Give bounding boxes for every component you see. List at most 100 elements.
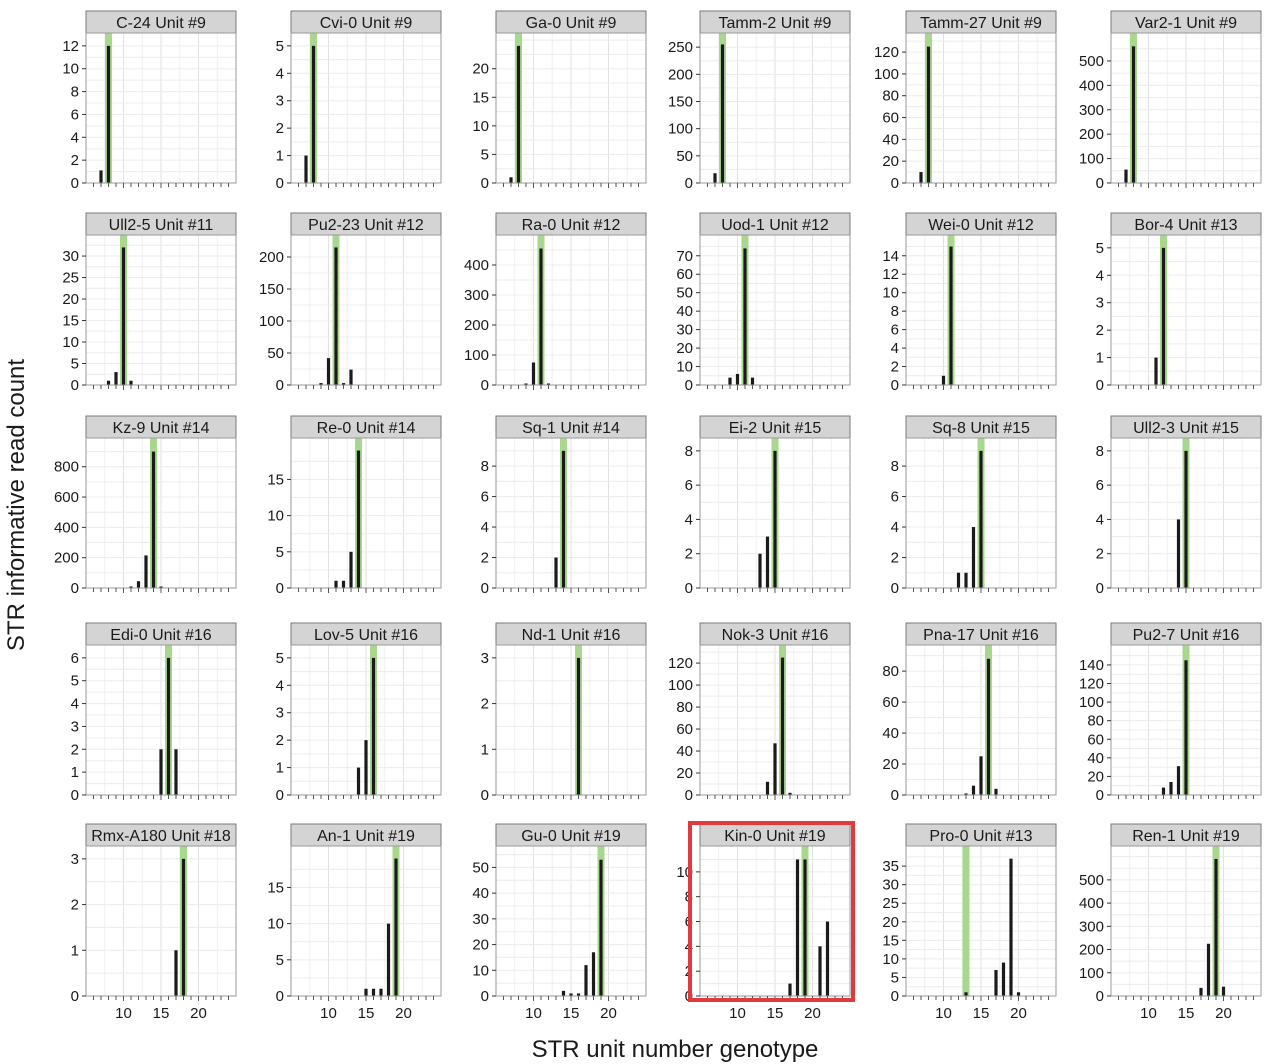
x-tick-label: 20 bbox=[1215, 1005, 1232, 1022]
facet-re-0-unit-14: Re-0 Unit #14 0 5 10 15 bbox=[267, 415, 442, 597]
y-tick-label: 4 bbox=[71, 129, 79, 146]
bar-x20 bbox=[1016, 992, 1021, 996]
y-tick-label: 40 bbox=[676, 303, 693, 320]
y-axis: 0 2 4 6 8 bbox=[891, 458, 906, 597]
y-axis: 0 100 200 300 400 500 bbox=[1079, 53, 1111, 192]
facet-ull2-3-unit-15: Ull2-3 Unit #15 0 2 4 6 8 bbox=[1096, 415, 1262, 597]
facet-title: Gu-0 Unit #19 bbox=[521, 828, 621, 845]
y-tick-label: 100 bbox=[259, 313, 284, 330]
bar-x20 bbox=[1221, 986, 1226, 996]
x-axis: 10 15 20 bbox=[503, 996, 639, 1022]
y-tick-label: 2 bbox=[276, 732, 284, 749]
y-tick-label: 30 bbox=[62, 248, 79, 265]
y-tick-label: 150 bbox=[668, 93, 693, 110]
y-axis: 0 50 100 150 200 250 bbox=[668, 39, 700, 192]
y-tick-label: 0 bbox=[276, 580, 284, 597]
facet-title: Pu2-7 Unit #16 bbox=[1133, 627, 1240, 644]
y-tick-label: 200 bbox=[464, 317, 489, 334]
bar-x10 bbox=[326, 358, 331, 385]
y-axis: 0 100 200 300 400 500 bbox=[1079, 872, 1111, 1005]
bar-x18 bbox=[386, 923, 391, 996]
y-tick-label: 300 bbox=[464, 287, 489, 304]
y-tick-label: 0 bbox=[481, 377, 489, 394]
y-tick-label: 100 bbox=[668, 121, 693, 138]
x-tick-label: 15 bbox=[563, 1005, 580, 1022]
y-axis: 0 5 10 15 20 bbox=[472, 61, 496, 192]
bars bbox=[941, 246, 953, 385]
y-tick-label: 120 bbox=[1079, 676, 1104, 693]
bars bbox=[524, 248, 551, 385]
facet-title: Pro-0 Unit #13 bbox=[929, 828, 1032, 845]
y-tick-label: 3 bbox=[276, 93, 284, 110]
gridlines bbox=[291, 235, 441, 385]
bar-x16 bbox=[371, 988, 376, 996]
bars bbox=[174, 858, 186, 996]
bar-x13 bbox=[758, 553, 762, 588]
y-tick-label: 5 bbox=[276, 952, 284, 969]
bar-x12 bbox=[546, 383, 551, 385]
y-tick-label: 40 bbox=[882, 725, 899, 742]
bar-x19 bbox=[803, 859, 807, 996]
bars bbox=[334, 450, 361, 588]
y-tick-label: 1 bbox=[276, 148, 284, 165]
x-axis bbox=[707, 795, 843, 800]
gridlines bbox=[86, 33, 236, 183]
y-tick-label: 0 bbox=[71, 988, 79, 1005]
bar-x13 bbox=[964, 793, 968, 795]
facet-title: Re-0 Unit #14 bbox=[317, 420, 416, 437]
bar-x15 bbox=[1184, 660, 1188, 795]
bar-x7 bbox=[919, 172, 923, 183]
x-axis bbox=[1118, 795, 1254, 800]
facet-title: Tamm-2 Unit #9 bbox=[719, 15, 832, 32]
facet-title: Nok-3 Unit #16 bbox=[722, 627, 829, 644]
x-axis: 10 15 20 bbox=[298, 996, 434, 1022]
facet-pna-17-unit-16: Pna-17 Unit #16 0 20 40 60 80 bbox=[882, 622, 1057, 804]
y-tick-label: 6 bbox=[481, 489, 489, 506]
y-axis: 0 100 200 300 400 bbox=[464, 257, 496, 394]
y-tick-label: 1 bbox=[481, 741, 489, 758]
y-tick-label: 8 bbox=[685, 443, 693, 460]
facet-title: Bor-4 Unit #13 bbox=[1134, 217, 1237, 234]
y-tick-label: 0 bbox=[71, 377, 79, 394]
bars bbox=[576, 657, 581, 795]
y-tick-label: 800 bbox=[54, 459, 79, 476]
x-axis bbox=[503, 795, 639, 800]
gridlines bbox=[496, 33, 646, 183]
y-tick-label: 140 bbox=[1079, 657, 1104, 674]
y-tick-label: 30 bbox=[882, 877, 899, 894]
bar-x15 bbox=[773, 743, 777, 795]
bar-x14 bbox=[765, 536, 770, 588]
x-axis: 10 15 20 bbox=[93, 996, 229, 1022]
y-tick-label: 4 bbox=[481, 519, 489, 536]
x-tick-label: 15 bbox=[767, 1005, 784, 1022]
bar-x11 bbox=[743, 248, 747, 385]
facet-title: Tamm-27 Unit #9 bbox=[920, 15, 1042, 32]
x-axis-title: STR unit number genotype bbox=[532, 1036, 819, 1063]
y-tick-label: 600 bbox=[54, 489, 79, 506]
y-axis: 0 2 4 6 8 bbox=[1096, 443, 1111, 597]
x-axis bbox=[93, 795, 229, 800]
bar-x15 bbox=[979, 756, 983, 795]
y-tick-label: 70 bbox=[676, 248, 693, 265]
y-tick-label: 200 bbox=[668, 66, 693, 83]
y-tick-label: 6 bbox=[1096, 477, 1104, 494]
y-tick-label: 5 bbox=[276, 650, 284, 667]
bar-x17 bbox=[584, 965, 588, 996]
gridlines bbox=[496, 438, 646, 588]
bar-x14 bbox=[971, 527, 976, 588]
x-axis bbox=[913, 385, 1049, 390]
bars bbox=[758, 450, 777, 588]
y-tick-label: 0 bbox=[891, 580, 899, 597]
facet-title: Sq-1 Unit #14 bbox=[522, 420, 620, 437]
facet-c-24-unit-9: C-24 Unit #9 0 2 4 6 8 10 12 bbox=[62, 10, 237, 192]
y-tick-label: 20 bbox=[472, 61, 489, 78]
x-axis: 10 15 20 bbox=[707, 996, 843, 1022]
bar-x16 bbox=[986, 658, 991, 795]
y-tick-label: 35 bbox=[882, 858, 899, 875]
bar-x11 bbox=[949, 246, 953, 385]
y-tick-label: 5 bbox=[1096, 240, 1104, 257]
bar-x18 bbox=[1001, 962, 1006, 996]
facet-var2-1-unit-9: Var2-1 Unit #9 0 100 200 300 400 500 bbox=[1079, 10, 1262, 192]
bar-x11 bbox=[334, 580, 338, 588]
